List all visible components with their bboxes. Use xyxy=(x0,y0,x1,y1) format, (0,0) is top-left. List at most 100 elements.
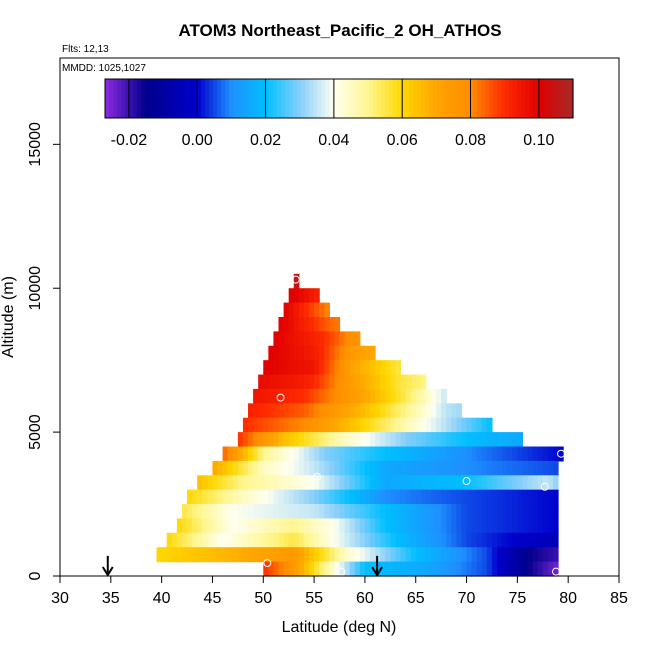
heatmap-cell xyxy=(512,475,518,491)
heatmap-cell xyxy=(181,532,188,548)
colorbar-segment xyxy=(141,79,146,118)
heatmap-cell xyxy=(293,460,300,476)
heatmap-cell xyxy=(339,446,346,462)
heatmap-cell xyxy=(293,273,300,289)
heatmap-cell xyxy=(537,460,544,476)
heatmap-cell xyxy=(314,302,320,318)
heatmap-cell xyxy=(359,446,366,462)
heatmap-cell xyxy=(456,432,463,448)
heatmap-cell xyxy=(446,532,452,548)
heatmap-cell xyxy=(354,532,361,548)
heatmap-cell xyxy=(517,489,524,505)
heatmap-cell xyxy=(441,532,447,548)
heatmap-cell xyxy=(385,360,391,376)
heatmap-cell xyxy=(349,532,356,548)
heatmap-cell xyxy=(278,547,285,563)
heatmap-cell xyxy=(329,475,336,491)
heatmap-cell xyxy=(486,504,493,520)
heatmap-cell xyxy=(451,460,457,476)
heatmap-cell xyxy=(430,532,437,548)
heatmap-cell xyxy=(258,403,264,419)
heatmap-cell xyxy=(273,518,280,534)
heatmap-cell xyxy=(217,547,224,563)
colorbar-segment xyxy=(113,79,118,118)
heatmap-cell xyxy=(319,432,325,448)
heatmap-cell xyxy=(471,489,478,505)
heatmap-cell xyxy=(369,460,376,476)
colorbar-segment xyxy=(557,79,562,118)
heatmap-cell xyxy=(375,460,381,476)
heatmap-cell xyxy=(268,417,275,433)
arrow-icon xyxy=(101,555,114,577)
heatmap-cell xyxy=(451,475,457,491)
heatmap-cell xyxy=(314,288,320,304)
heatmap-cell xyxy=(232,475,239,491)
heatmap-cell xyxy=(314,489,320,505)
heatmap-cell xyxy=(537,446,544,462)
heatmap-cell xyxy=(319,460,325,476)
heatmap-cell xyxy=(456,489,463,505)
colorbar-segment xyxy=(341,79,346,118)
heatmap-cell xyxy=(552,460,559,476)
heatmap-cell xyxy=(283,317,290,332)
heatmap-cell xyxy=(217,489,224,505)
heatmap-cell xyxy=(344,331,351,347)
heatmap-cell xyxy=(425,504,432,520)
heatmap-cell xyxy=(293,374,300,390)
heatmap-cell xyxy=(420,388,427,404)
heatmap-cell xyxy=(344,518,351,534)
colorbar-segment xyxy=(533,79,538,118)
heatmap-cell xyxy=(410,504,417,520)
heatmap-cell xyxy=(497,489,503,505)
heatmap-cell xyxy=(461,489,468,505)
heatmap-cell xyxy=(298,460,305,476)
heatmap-cell xyxy=(481,561,488,577)
heatmap-cell xyxy=(309,403,315,419)
colorbar-segment xyxy=(357,79,362,118)
heatmap-cell xyxy=(303,460,310,476)
heatmap-cell xyxy=(512,489,518,505)
heatmap-cell xyxy=(329,432,336,448)
heatmap-cell xyxy=(288,432,295,448)
colorbar-segment xyxy=(209,79,214,118)
heatmap-cell xyxy=(212,518,219,534)
heatmap-cell xyxy=(237,547,244,563)
heatmap-cell xyxy=(364,460,371,476)
heatmap-cell xyxy=(197,518,203,534)
heatmap-cell xyxy=(283,446,290,462)
y-tick-label: 15000 xyxy=(27,122,44,167)
heatmap-cell xyxy=(446,504,452,520)
heatmap-cell xyxy=(283,504,290,520)
heatmap-cell xyxy=(222,489,229,505)
heatmap-cell xyxy=(364,345,371,361)
heatmap-cell xyxy=(283,475,290,491)
heatmap-cell xyxy=(425,403,432,419)
heatmap-cell xyxy=(298,302,305,318)
colorbar-segment xyxy=(333,79,338,118)
heatmap-cell xyxy=(400,532,407,548)
heatmap-cell xyxy=(207,489,214,505)
heatmap-cell xyxy=(268,475,275,491)
colorbar-tick-label: 0.02 xyxy=(250,132,281,149)
colorbar-segment xyxy=(313,79,318,118)
heatmap-cell xyxy=(369,345,376,361)
heatmap-cell xyxy=(227,532,234,548)
heatmap-cell xyxy=(288,417,295,433)
heatmap-cell xyxy=(451,446,457,462)
heatmap-cell xyxy=(502,475,508,491)
heatmap-cell xyxy=(395,475,402,491)
colorbar-segment xyxy=(437,79,442,118)
colorbar-segment xyxy=(409,79,414,118)
heatmap-cell xyxy=(324,446,330,462)
heatmap-cell xyxy=(507,475,513,491)
heatmap-cell xyxy=(354,561,361,577)
heatmap-cell xyxy=(415,561,422,577)
heatmap-cell xyxy=(527,504,534,520)
heatmap-cell xyxy=(436,388,442,404)
heatmap-cell xyxy=(207,518,214,534)
heatmap-cell xyxy=(319,532,325,548)
heatmap-cell xyxy=(436,504,442,520)
heatmap-cell xyxy=(283,302,290,318)
heatmap-cell xyxy=(258,446,264,462)
heatmap-cell xyxy=(339,460,346,476)
